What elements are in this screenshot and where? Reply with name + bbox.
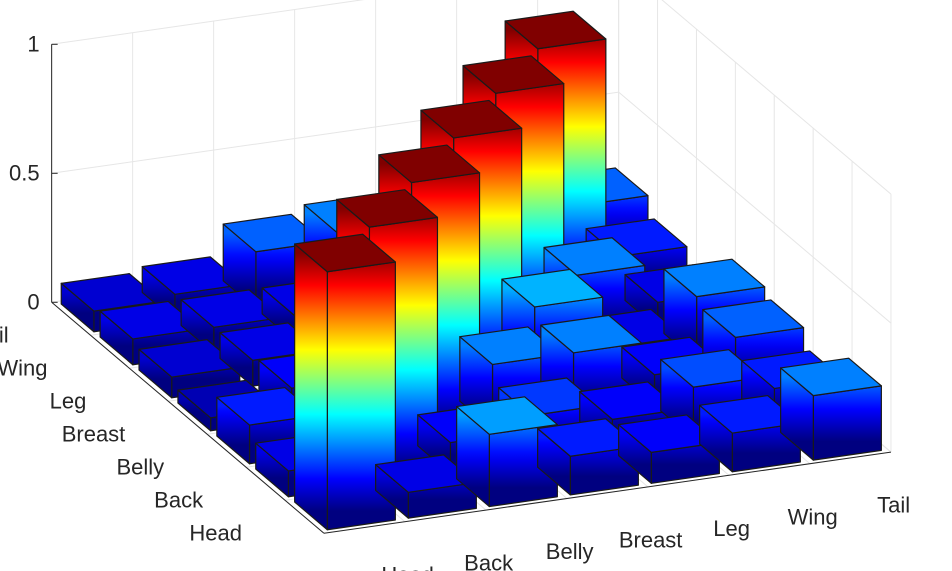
- x-tick-label: Head: [381, 562, 434, 571]
- x-tick-label: Leg: [713, 516, 750, 541]
- bar-top-face: [375, 454, 477, 493]
- bar-top-face: [294, 233, 396, 273]
- bar-top-face: [456, 396, 558, 435]
- bar-top-face: [504, 10, 607, 50]
- bars-layer: [60, 10, 882, 531]
- bar-top-face: [462, 55, 565, 94]
- bar-top-face: [540, 314, 643, 354]
- bar-top-face: [543, 237, 646, 276]
- bar-top-face: [780, 357, 882, 397]
- label-layer: HeadBackBellyBreastLegWingTailHeadBackBe…: [0, 31, 910, 571]
- bar-top-face: [501, 268, 604, 308]
- grid-line: [51, 91, 892, 324]
- bar-top-face: [336, 189, 439, 228]
- bar-top-face: [420, 99, 523, 139]
- z-tick-label: 1: [27, 31, 39, 56]
- x-tick-label: Belly: [546, 539, 594, 564]
- bar-top-face: [537, 418, 639, 457]
- y-tick-label: Breast: [62, 422, 126, 447]
- y-tick-label: Tail: [0, 323, 9, 348]
- bar-top-face: [660, 349, 763, 388]
- bar-top-face: [699, 394, 801, 434]
- bar-Head-Head: [294, 233, 396, 531]
- axis-layer: [51, 43, 892, 534]
- y-tick-label: Head: [189, 521, 242, 546]
- bar-Tail-Head: [780, 357, 882, 461]
- x-tick-label: Breast: [619, 527, 683, 552]
- x-tick-label: Wing: [788, 504, 838, 529]
- bar-Leg-Head: [618, 414, 720, 484]
- x-tick-label: Tail: [877, 493, 910, 518]
- bar-top-face: [579, 381, 682, 420]
- bar-Wing-Head: [699, 394, 801, 473]
- bar-top-face: [99, 300, 202, 340]
- y-axis-line: [51, 301, 325, 534]
- grid-line: [51, 0, 892, 195]
- x-axis-line: [323, 451, 892, 534]
- z-tick-label: 0: [27, 289, 39, 314]
- bar-Back-Head: [375, 454, 477, 519]
- x-tick-label: Back: [464, 551, 514, 571]
- bar-top-face: [60, 273, 163, 312]
- y-tick-label: Leg: [50, 389, 87, 414]
- y-tick-label: Back: [154, 488, 204, 513]
- bar-top-face: [141, 256, 244, 295]
- bar-top-face: [459, 326, 562, 366]
- z-tick-label: 0.5: [9, 160, 40, 185]
- y-tick-label: Wing: [0, 356, 48, 381]
- bar-top-face: [618, 414, 720, 453]
- bar-top-face: [378, 144, 481, 184]
- bar-top-face: [663, 258, 766, 298]
- bar-top-face: [138, 339, 241, 378]
- bar-top-face: [180, 289, 283, 328]
- bar-front-face: [812, 385, 882, 461]
- y-tick-label: Belly: [117, 455, 165, 480]
- bar-side-face: [294, 243, 328, 531]
- bar-top-face: [702, 299, 805, 338]
